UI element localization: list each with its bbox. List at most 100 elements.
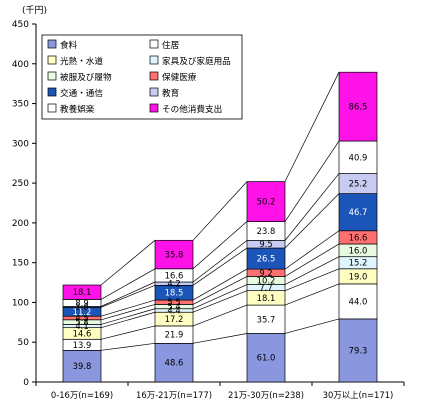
data-label: 40.9 <box>349 152 368 162</box>
data-label: 35.7 <box>257 314 276 324</box>
legend-swatch <box>47 87 57 97</box>
connector-line <box>284 173 340 241</box>
data-label: 10.2 <box>257 275 276 285</box>
connector-line <box>100 325 156 340</box>
data-label: 16.6 <box>349 232 368 242</box>
bar-segment <box>338 140 378 174</box>
connector-line <box>100 268 156 300</box>
data-label: 9.2 <box>259 268 272 278</box>
bar-segment <box>338 283 378 320</box>
connector-lines <box>100 72 340 351</box>
bar-segment <box>246 304 286 334</box>
connector-line <box>192 181 248 241</box>
data-label: 5.8 <box>75 317 88 327</box>
connector-line <box>284 230 340 270</box>
data-label: 21.9 <box>165 330 184 340</box>
data-label: 11.2 <box>73 307 92 317</box>
legend-entry-label: 家具及び家庭用品 <box>162 55 231 67</box>
bar-segment <box>246 181 286 222</box>
data-label: 18.1 <box>73 287 92 297</box>
y-tick-label: 150 <box>12 259 29 269</box>
legend-swatch <box>47 71 57 81</box>
connector-line <box>100 308 156 325</box>
connector-line <box>192 290 248 313</box>
data-label: 26.5 <box>257 254 276 264</box>
connector-line <box>192 333 248 344</box>
connector-line <box>192 304 248 327</box>
data-label: 7.7 <box>259 283 272 293</box>
legend-entry-label: 保健医療 <box>162 71 197 83</box>
connector-line <box>284 72 340 182</box>
data-label: 18.5 <box>165 288 184 298</box>
connector-line <box>284 318 340 334</box>
y-tick-label: 250 <box>12 179 29 189</box>
data-label: 50.2 <box>257 197 276 207</box>
data-label: 48.6 <box>165 358 184 368</box>
legend-entry-label: 光熱・水道 <box>60 55 103 67</box>
x-tick-label: 30万以上(n=171) <box>323 390 394 400</box>
y-tick-label: 350 <box>12 100 29 110</box>
y-tick-label: 450 <box>12 20 29 30</box>
data-label: 8.9 <box>75 298 88 308</box>
y-tick-label: 300 <box>12 139 29 149</box>
connector-line <box>192 284 248 310</box>
data-label: 17.2 <box>165 314 184 324</box>
legend-box <box>41 34 243 120</box>
data-label: 13.9 <box>73 340 92 350</box>
legend-entry-label: 教育 <box>162 87 180 99</box>
legend-entry-label: 食料 <box>60 39 78 51</box>
data-label: 19.0 <box>349 271 368 281</box>
data-label: 25.2 <box>349 179 368 189</box>
data-label: 5.5 <box>167 297 180 307</box>
y-tick-label: 400 <box>12 60 29 70</box>
connector-line <box>284 140 340 222</box>
y-tick-label: 100 <box>12 298 29 308</box>
legend-swatch <box>149 71 159 81</box>
x-tick-label: 0-16万(n=169) <box>51 390 113 400</box>
connector-line <box>284 268 340 291</box>
data-label: 14.6 <box>73 328 92 338</box>
data-label: 4.1 <box>75 321 88 331</box>
connector-line <box>284 193 340 249</box>
data-label: 44.0 <box>349 296 368 306</box>
data-label: 46.7 <box>349 207 368 217</box>
legend-swatch <box>47 103 57 113</box>
connector-line <box>192 247 248 286</box>
connector-line <box>100 304 156 321</box>
bar-segment <box>62 284 102 300</box>
legend-swatch <box>149 87 159 97</box>
connector-line <box>192 276 248 305</box>
x-tick-label: 16万-21万(n=177) <box>136 390 212 400</box>
legend-entry-label: 住居 <box>162 39 180 51</box>
connector-line <box>100 311 156 329</box>
legend-swatch <box>149 39 159 49</box>
bar-segment <box>338 193 378 232</box>
legend-entry-label: 被服及び履物 <box>60 71 112 83</box>
connector-line <box>100 342 156 351</box>
data-label: 23.8 <box>257 226 276 236</box>
connector-line <box>192 240 248 283</box>
data-labels: 39.813.914.64.15.84.511.21.08.918.148.62… <box>73 102 368 372</box>
bar-segment <box>154 239 194 270</box>
data-label: 18.1 <box>257 293 276 303</box>
connector-line <box>100 299 156 317</box>
data-label: 39.8 <box>73 361 92 371</box>
data-label: 5.4 <box>167 302 180 312</box>
legend-entry-label: その他消費支出 <box>162 103 222 115</box>
connector-line <box>192 221 248 270</box>
data-label: 4.2 <box>167 279 180 289</box>
bar-segment <box>154 342 194 383</box>
data-label: 4.4 <box>167 305 180 315</box>
connector-line <box>284 283 340 306</box>
legend-swatch <box>149 103 159 113</box>
bar-segment <box>62 349 102 383</box>
data-label: 16.0 <box>349 245 368 255</box>
connector-line <box>100 240 156 286</box>
y-tick-label: 200 <box>12 219 29 229</box>
data-label: 15.2 <box>349 258 368 268</box>
legend-entry-label: 交通・通信 <box>60 87 103 99</box>
connector-line <box>100 281 156 307</box>
connector-line <box>100 285 156 308</box>
connector-line <box>284 256 340 285</box>
